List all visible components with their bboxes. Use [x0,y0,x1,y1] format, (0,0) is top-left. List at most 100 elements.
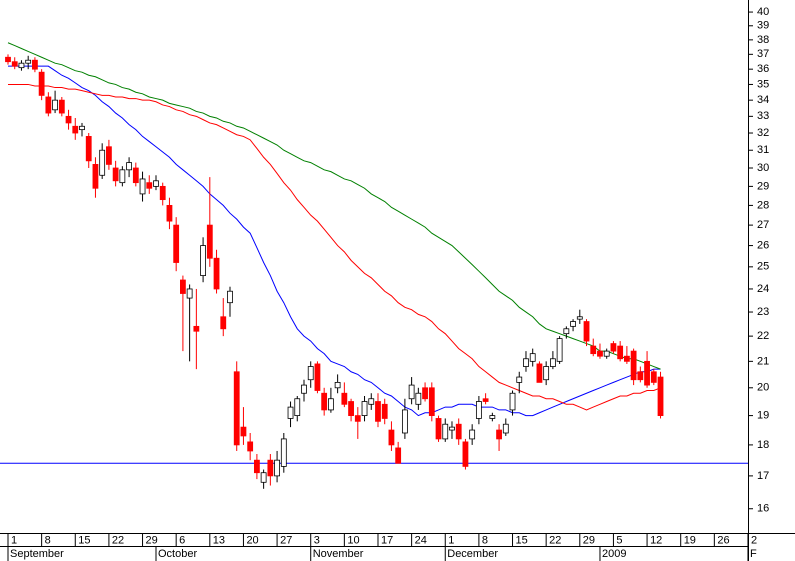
candle-body [220,316,227,330]
candle-body [388,429,395,446]
candle-body [469,429,476,440]
candle-body [381,403,388,419]
candle-body [52,99,58,111]
candle-body [435,418,442,440]
candle-body [186,288,193,299]
candle-body [523,358,529,367]
candle-body [415,392,422,405]
x-tick-label: 1 [448,534,454,546]
y-tick-label: 37 [757,48,769,60]
candle-body [597,350,603,357]
y-tick-label: 18 [757,439,769,451]
moving-average-line [8,83,661,411]
candle-body [253,459,260,474]
candle-body [25,59,32,64]
candle-body [5,56,11,63]
candle-body [159,185,166,201]
candle-body [449,426,455,431]
candle-body [395,447,402,464]
y-tick-label: 24 [757,283,769,295]
x-tick-label: 15 [516,534,528,546]
candle-body [321,392,328,411]
candle-body [260,472,267,483]
candle-body [200,245,206,276]
candle-body [502,423,509,434]
y-tick-label: 39 [757,20,769,32]
candle-body [650,371,657,383]
y-tick-label: 30 [757,162,769,174]
candle-body [146,182,153,189]
candle-body [233,371,240,446]
candle-body [72,125,79,134]
candle-body [11,61,18,67]
x-tick-label: 15 [78,534,90,546]
candle-body [274,459,280,477]
candle-body [139,178,146,195]
candle-body [173,224,180,263]
candle-body [590,345,597,355]
x-tick-label: 29 [583,534,595,546]
candle-body [529,353,536,362]
candle-body [583,321,590,342]
x-tick-label: 19 [684,534,696,546]
candle-body [570,321,576,327]
month-label: October [158,548,197,560]
candle-body [361,401,368,416]
candle-body [287,406,294,419]
candle-body [543,366,550,381]
candle-body [99,149,106,176]
candle-body [623,355,630,362]
x-tick-label: 17 [381,534,393,546]
x-tick-label: 8 [482,534,488,546]
candle-body [106,146,112,165]
y-tick-label: 28 [757,199,769,211]
candle-body [92,164,99,189]
y-tick-label: 16 [757,503,769,515]
candle-body [610,343,617,352]
candle-body [637,371,644,381]
candle-body [65,115,72,124]
candle-body [536,363,543,383]
candle-body [455,423,462,440]
candle-body [166,205,173,222]
month-label: December [447,548,498,560]
candle-body [32,59,38,70]
y-tick-label: 35 [757,78,769,90]
y-tick-label: 27 [757,219,769,231]
x-tick-label: 6 [179,534,185,546]
x-tick-label: 10 [347,534,359,546]
x-tick-label: 20 [246,534,258,546]
candle-body [314,363,321,391]
x-tick-label: 1 [11,534,17,546]
y-tick-label: 29 [757,180,769,192]
candle-body [267,459,274,477]
candle-body [18,62,25,69]
candle-body [644,360,650,386]
y-tick-label: 23 [757,306,769,318]
y-tick-label: 36 [757,63,769,75]
y-tick-label: 40 [757,6,769,18]
y-tick-label: 19 [757,410,769,422]
x-tick-label: 13 [213,534,225,546]
candle-body [442,423,449,440]
candle-body [38,71,45,96]
month-label: 2009 [602,548,626,560]
x-tick-label: 22 [549,534,561,546]
candle-body [375,401,381,422]
candle-body [401,409,408,434]
candle-body [240,426,247,437]
candle-body [247,441,254,452]
x-tick-label: 2 [751,534,757,546]
candle-body [408,384,415,400]
candle-body [462,441,469,467]
candle-body [280,438,287,467]
candle-body [422,387,428,400]
y-tick-label: 26 [757,239,769,251]
y-tick-label: 32 [757,127,769,139]
candle-body [576,316,583,320]
candle-body [227,290,233,304]
candle-body [563,328,570,335]
y-tick-label: 31 [757,144,769,156]
candle-body [206,224,213,259]
